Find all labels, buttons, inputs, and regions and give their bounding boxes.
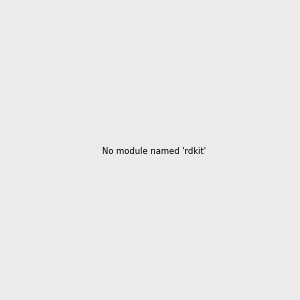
Text: No module named 'rdkit': No module named 'rdkit' xyxy=(102,147,206,156)
